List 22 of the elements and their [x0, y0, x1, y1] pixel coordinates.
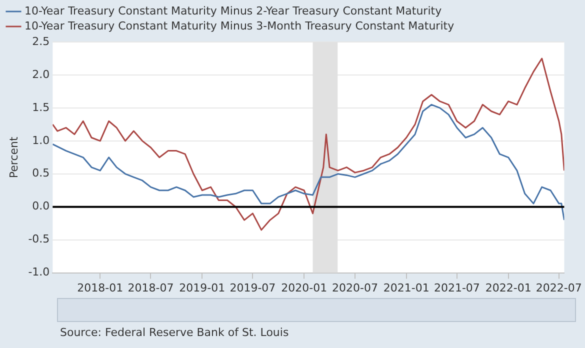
y-tick-label: 2.5 — [32, 34, 50, 48]
x-tick-label: 2020-01 — [281, 281, 328, 294]
x-tick-label: 2021-01 — [383, 281, 430, 294]
x-tick-label: 2018-01 — [77, 281, 124, 294]
legend-label: 10-Year Treasury Constant Maturity Minus 3-Month Treasury Constant Maturity — [24, 19, 455, 32]
x-tick-label: 2022-01 — [485, 281, 532, 294]
y-tick-label: 0.5 — [32, 166, 50, 180]
y-tick-label: -0.5 — [28, 232, 50, 246]
source-note: Source: Federal Reserve Bank of St. Louis — [60, 326, 289, 339]
legend-label: 10-Year Treasury Constant Maturity Minus 2-Year Treasury Constant Maturity — [24, 4, 442, 18]
x-tick-label: 2021-07 — [434, 281, 480, 294]
y-tick-label: 1.5 — [32, 100, 50, 114]
x-tick-label: 2018-07 — [128, 281, 174, 294]
x-tick-label: 2022-07 — [536, 281, 582, 294]
y-tick-label: -1.0 — [28, 266, 50, 279]
y-tick-label: 0.0 — [32, 200, 50, 213]
y-tick-label: 2.0 — [32, 68, 50, 81]
x-tick-label: 2019-07 — [230, 281, 276, 294]
y-axis-title: Percent — [7, 136, 20, 178]
x-tick-label: 2020-07 — [332, 281, 378, 294]
x-tick-label: 2019-01 — [179, 281, 226, 294]
y-tick-label: 1.0 — [32, 134, 50, 147]
